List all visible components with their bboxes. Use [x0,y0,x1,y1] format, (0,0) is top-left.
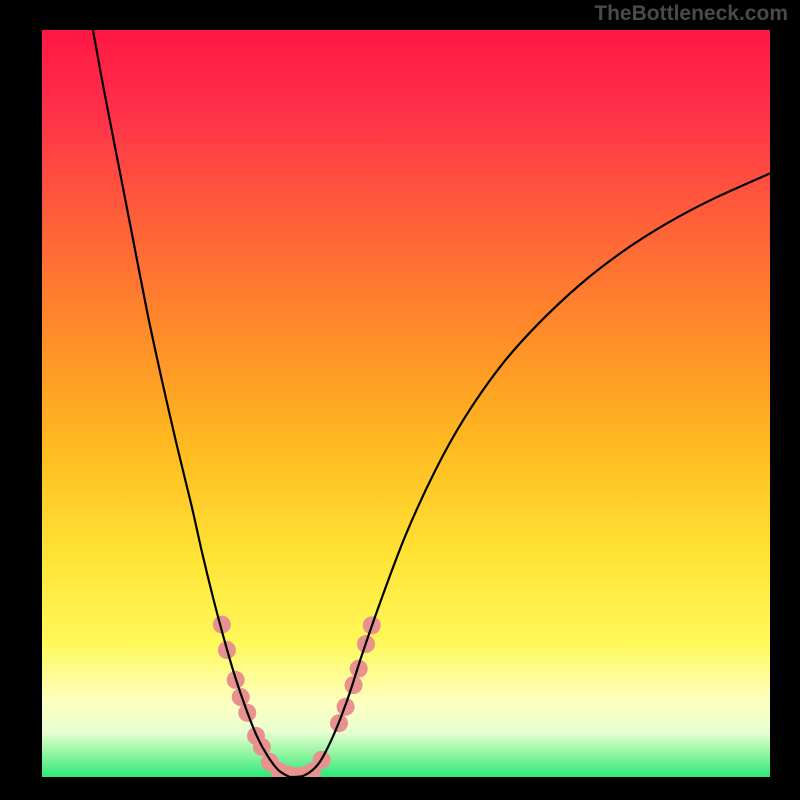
plot-area [42,30,770,777]
marker-layer [213,616,381,777]
curve-layer [93,30,770,777]
watermark-text: TheBottleneck.com [594,2,788,26]
left-curve [93,30,290,777]
chart-curves [42,30,770,777]
